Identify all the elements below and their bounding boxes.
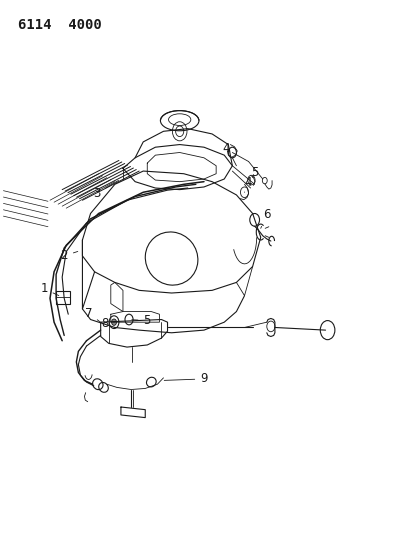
Text: 8: 8 bbox=[101, 317, 114, 330]
Text: 6114  4000: 6114 4000 bbox=[18, 18, 101, 33]
Text: 5: 5 bbox=[132, 314, 151, 327]
Text: 2: 2 bbox=[60, 249, 78, 262]
Text: 3: 3 bbox=[93, 181, 119, 200]
Text: 4: 4 bbox=[244, 176, 252, 192]
Text: 1: 1 bbox=[40, 282, 59, 296]
Circle shape bbox=[112, 319, 116, 325]
Text: 9: 9 bbox=[164, 373, 208, 385]
Text: 7: 7 bbox=[85, 306, 100, 321]
Text: 5: 5 bbox=[251, 166, 258, 179]
Text: 6: 6 bbox=[261, 208, 271, 228]
Text: 4: 4 bbox=[222, 142, 230, 155]
